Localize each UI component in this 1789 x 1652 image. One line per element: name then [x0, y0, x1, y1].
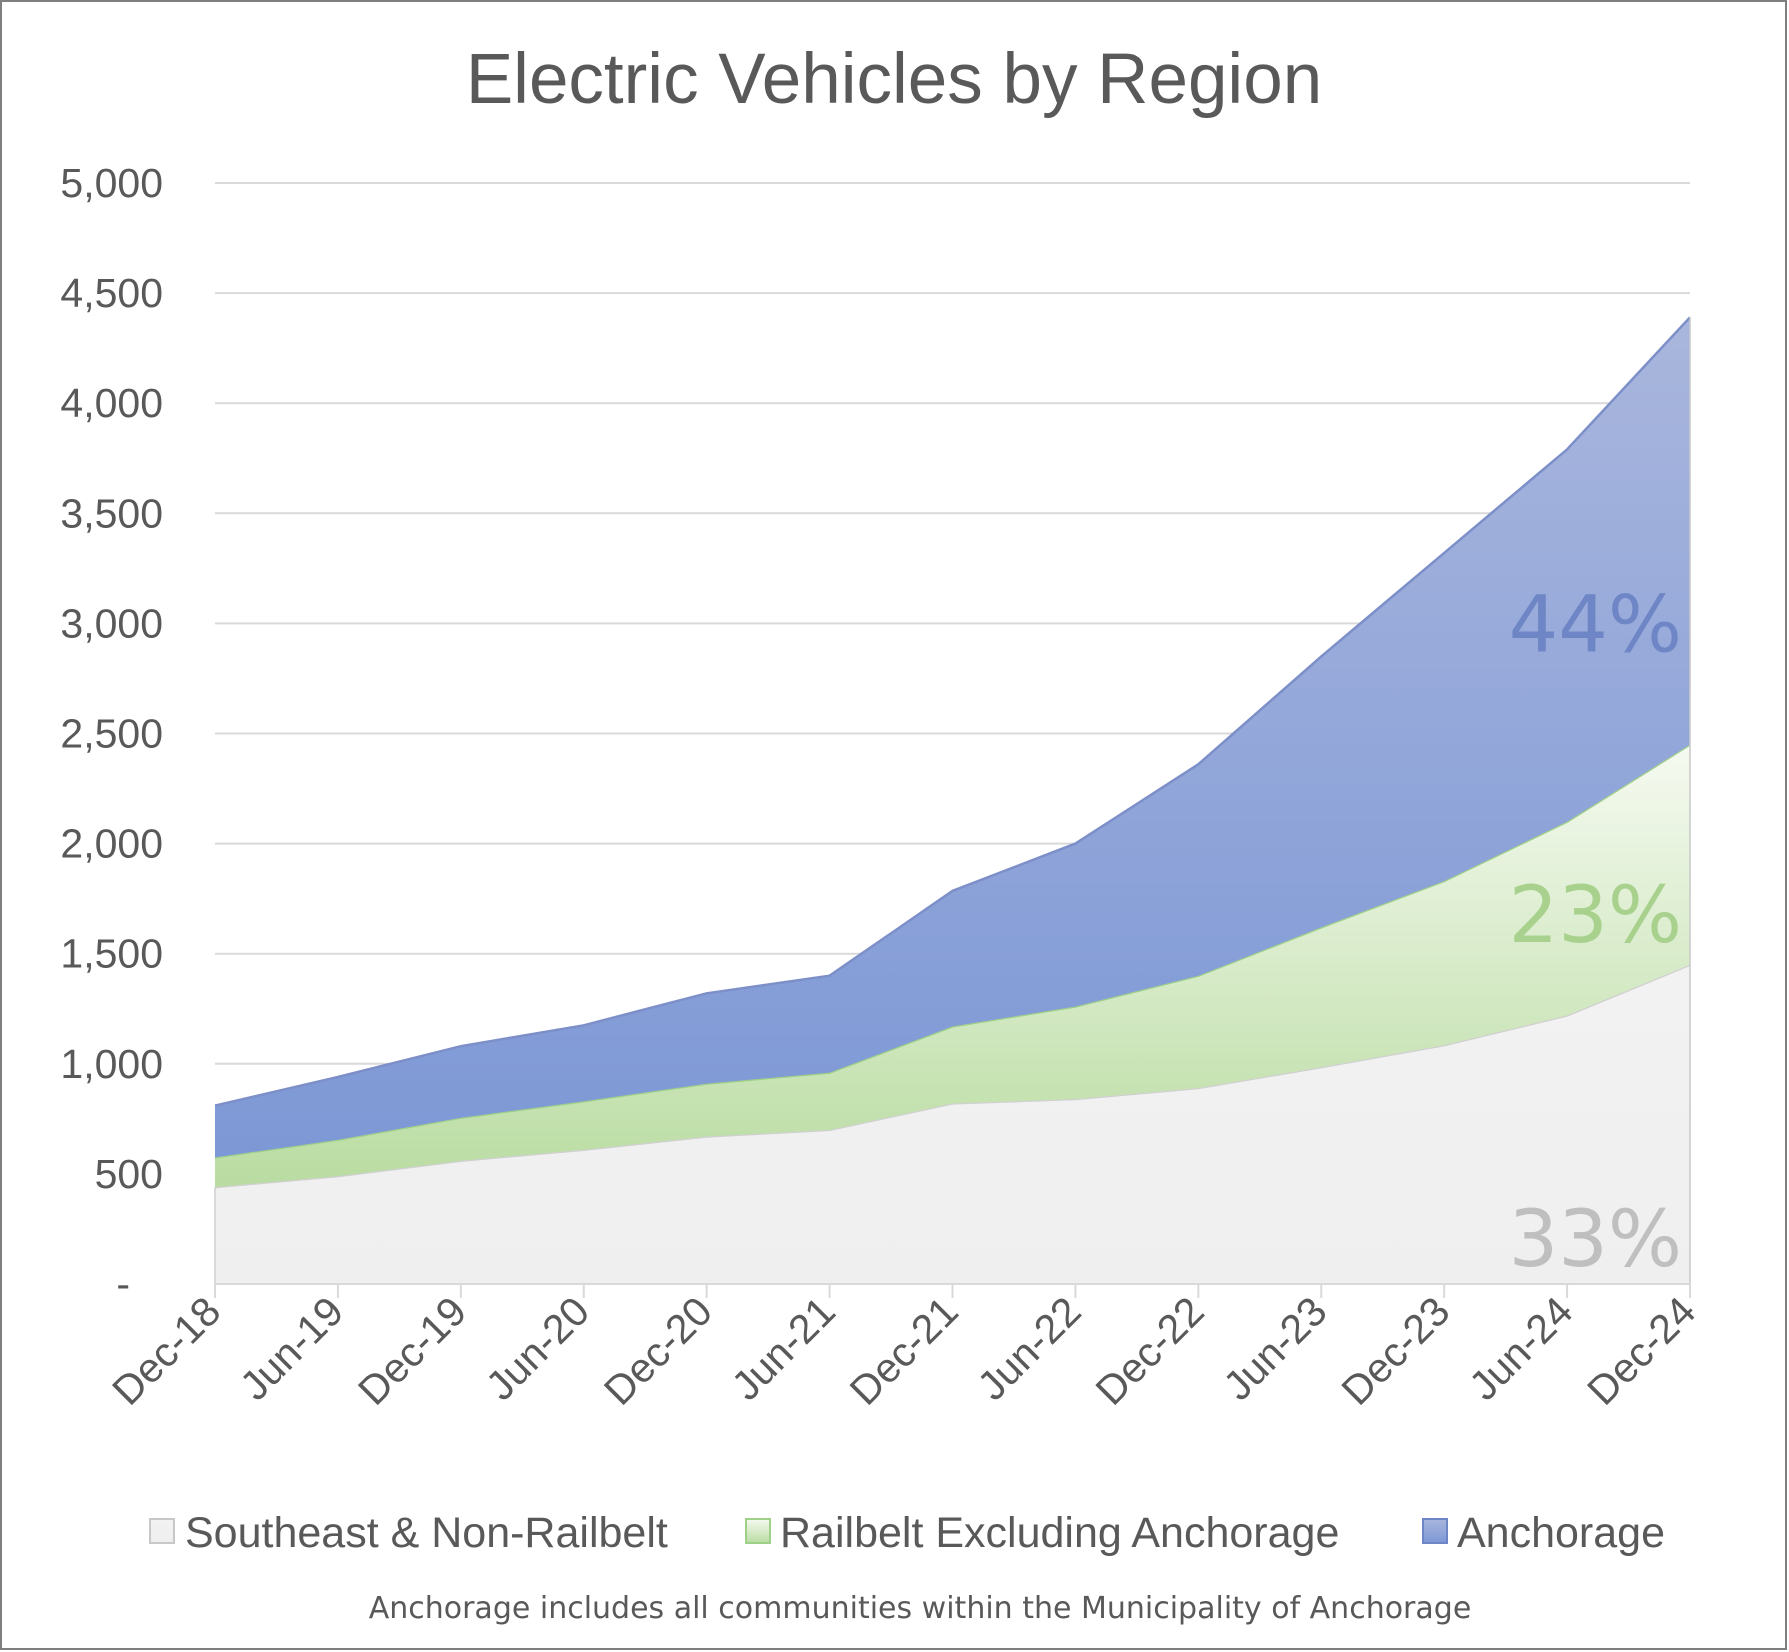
y-tick-label: 3,000: [60, 600, 163, 646]
y-tick-label: 2,500: [60, 711, 163, 757]
y-tick-label: 4,500: [60, 270, 163, 316]
legend-swatch-southeast: [149, 1518, 175, 1544]
y-tick-label: 2,000: [60, 821, 163, 867]
x-tick-label: Dec-19: [349, 1288, 475, 1414]
y-tick-label: 1,000: [60, 1041, 163, 1087]
area-southeast-non-railbelt: [215, 964, 1690, 1284]
chart-title: Electric Vehicles by Region: [466, 40, 1322, 119]
y-tick-label: 4,000: [60, 380, 163, 426]
y-tick-label: 3,500: [60, 490, 163, 536]
y-tick-label: 5,000: [60, 160, 163, 206]
x-tick-label: Dec-20: [595, 1288, 721, 1414]
stacked-areas: [214, 316, 1691, 1284]
x-tick-label: Dec-21: [841, 1288, 967, 1414]
y-tick-label: 500: [95, 1151, 163, 1197]
x-tick-label: Dec-23: [1333, 1288, 1459, 1414]
x-tick-label: Jun-19: [231, 1288, 352, 1409]
annotation-percent: 23%: [1509, 871, 1682, 961]
x-tick-label: Jun-21: [723, 1288, 844, 1409]
x-tick-label: Jun-24: [1460, 1288, 1581, 1409]
area-anchorage: [215, 317, 1690, 1158]
annotation-percent: 44%: [1509, 580, 1682, 670]
footnote: Anchorage includes all communities withi…: [369, 1591, 1472, 1626]
area-railbelt-excluding-anchorage: [215, 744, 1690, 1188]
x-tick-label: Jun-23: [1214, 1288, 1335, 1409]
x-tick-label: Jun-20: [477, 1288, 598, 1409]
x-tick-label: Dec-22: [1087, 1288, 1213, 1414]
legend: Southeast & Non-Railbelt Railbelt Exclud…: [149, 1509, 1665, 1557]
legend-swatch-railbelt: [745, 1518, 771, 1544]
percent-annotations: 44% 23% 33%: [1509, 580, 1682, 1284]
y-axis-ticks: - 500 1,000 1,500 2,000 2,500 3,000 3,500 4,000 4…: [60, 160, 163, 1307]
annotation-percent: 33%: [1509, 1195, 1682, 1285]
legend-swatch-anchorage: [1422, 1518, 1448, 1544]
x-tick-label: Jun-22: [969, 1288, 1090, 1409]
y-tick-label: -: [116, 1261, 130, 1307]
y-tick-label: 1,500: [60, 931, 163, 977]
legend-label-southeast: Southeast & Non-Railbelt: [185, 1509, 668, 1557]
legend-label-anchorage: Anchorage: [1457, 1509, 1665, 1557]
x-tick-label: Dec-24: [1578, 1288, 1704, 1414]
area-top-edge: [214, 316, 1691, 1107]
legend-label-railbelt: Railbelt Excluding Anchorage: [780, 1509, 1339, 1557]
